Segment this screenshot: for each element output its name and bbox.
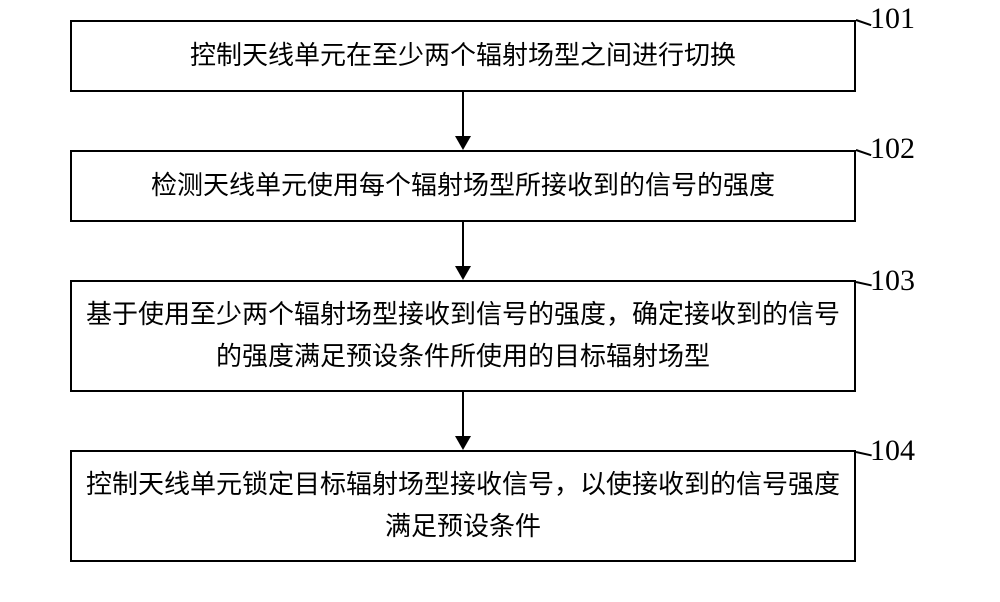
step-text: 控制天线单元锁定目标辐射场型接收信号，以使接收到的信号强度满足预设条件	[82, 464, 844, 547]
step-box-102: 检测天线单元使用每个辐射场型所接收到的信号的强度	[70, 150, 856, 222]
step-label-102: 102	[870, 132, 915, 166]
step-label-101: 101	[870, 2, 915, 36]
step-label-103: 103	[870, 264, 915, 298]
flowchart-canvas: 控制天线单元在至少两个辐射场型之间进行切换 101 检测天线单元使用每个辐射场型所接…	[0, 0, 1000, 602]
arrow-head-1	[455, 266, 471, 280]
step-box-103: 基于使用至少两个辐射场型接收到信号的强度，确定接收到的信号的强度满足预设条件所使…	[70, 280, 856, 392]
step-text: 基于使用至少两个辐射场型接收到信号的强度，确定接收到的信号的强度满足预设条件所使…	[82, 294, 844, 377]
arrow-head-2	[455, 436, 471, 450]
arrow-head-0	[455, 136, 471, 150]
arrow-line-1	[462, 222, 464, 266]
arrow-line-2	[462, 392, 464, 436]
step-box-104: 控制天线单元锁定目标辐射场型接收信号，以使接收到的信号强度满足预设条件	[70, 450, 856, 562]
step-box-101: 控制天线单元在至少两个辐射场型之间进行切换	[70, 20, 856, 92]
step-label-104: 104	[870, 434, 915, 468]
arrow-line-0	[462, 92, 464, 136]
step-text: 控制天线单元在至少两个辐射场型之间进行切换	[190, 35, 736, 77]
step-text: 检测天线单元使用每个辐射场型所接收到的信号的强度	[151, 165, 775, 207]
